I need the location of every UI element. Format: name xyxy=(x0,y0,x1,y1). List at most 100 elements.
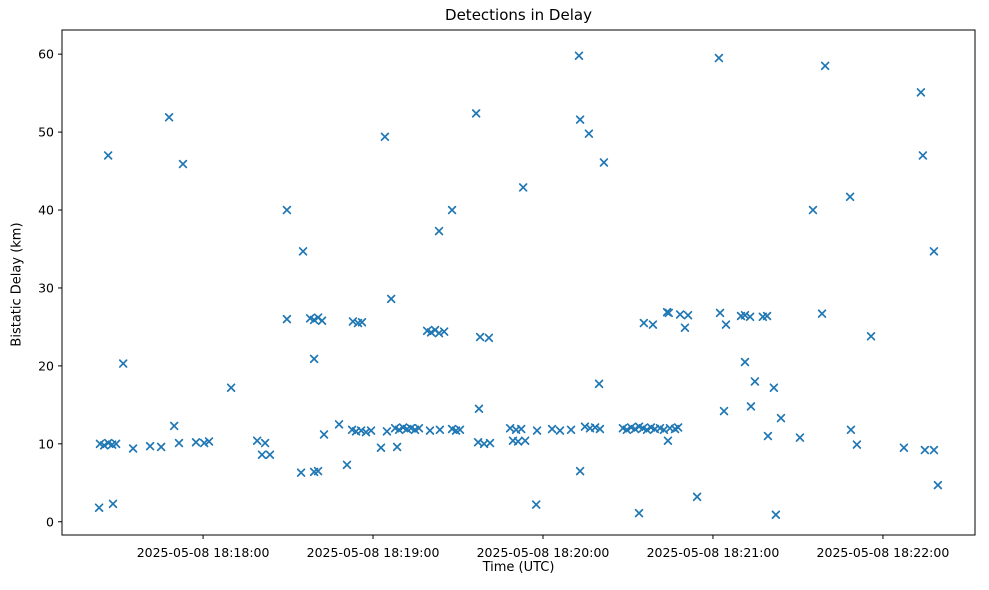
data-point-marker xyxy=(95,439,105,449)
data-point-marker xyxy=(317,316,327,325)
data-point-marker xyxy=(426,328,436,337)
data-point-marker xyxy=(414,423,424,433)
data-point-marker xyxy=(663,436,673,445)
data-point-marker xyxy=(820,61,830,71)
data-point-marker xyxy=(118,359,128,368)
data-point-marker xyxy=(475,332,485,342)
data-point-marker xyxy=(282,314,292,324)
data-point-marker xyxy=(721,320,731,329)
data-point-marker xyxy=(520,436,530,445)
data-point-marker xyxy=(594,379,604,389)
data-point-marker xyxy=(866,332,876,341)
data-point-marker xyxy=(740,357,750,367)
data-point-marker xyxy=(156,442,166,452)
data-point-marker xyxy=(516,424,526,434)
data-point-marker xyxy=(309,354,319,364)
data-point-marker xyxy=(425,426,435,435)
data-point-marker xyxy=(746,402,756,411)
data-point-marker xyxy=(394,425,404,435)
data-point-marker xyxy=(692,492,702,502)
data-point-marker xyxy=(846,425,856,435)
data-point-marker xyxy=(634,508,644,518)
data-point-marker xyxy=(226,383,236,392)
data-point-marker xyxy=(309,315,319,325)
data-point-marker xyxy=(319,430,329,439)
data-point-marker xyxy=(392,442,402,452)
data-point-marker xyxy=(455,425,465,435)
data-point-marker xyxy=(386,294,396,304)
data-point-marker xyxy=(575,466,585,476)
data-point-marker xyxy=(630,424,640,434)
plot-box xyxy=(61,29,976,536)
data-point-marker xyxy=(714,53,724,63)
data-point-marker xyxy=(103,151,113,160)
data-point-marker xyxy=(435,425,445,435)
y-tick-label: 20 xyxy=(38,358,54,373)
data-point-marker xyxy=(531,500,541,509)
data-point-marker xyxy=(683,310,693,320)
x-axis-label: Time (UTC) xyxy=(482,560,555,575)
data-point-marker xyxy=(929,445,939,455)
data-point-marker xyxy=(174,438,184,448)
data-point-marker xyxy=(648,320,658,329)
data-point-marker xyxy=(599,158,609,167)
data-point-marker xyxy=(356,426,366,435)
data-point-marker xyxy=(313,466,323,476)
data-point-marker xyxy=(673,423,683,432)
data-point-marker xyxy=(128,444,138,453)
data-point-marker xyxy=(518,183,528,192)
data-point-marker xyxy=(164,113,174,122)
x-tick-label: 2025-05-08 18:18:00 xyxy=(137,545,270,560)
data-point-marker xyxy=(584,129,594,138)
data-point-marker xyxy=(532,426,542,435)
data-point-marker xyxy=(769,383,779,392)
y-tick-label: 30 xyxy=(38,280,54,295)
data-point-marker xyxy=(257,450,267,459)
data-point-marker xyxy=(366,426,376,435)
data-point-marker xyxy=(675,310,685,319)
data-point-marker xyxy=(191,438,201,447)
data-point-marker xyxy=(776,413,786,423)
data-point-marker xyxy=(169,421,179,431)
data-point-marker xyxy=(664,308,674,318)
x-tick-label: 2025-05-08 18:21:00 xyxy=(647,545,780,560)
data-point-marker xyxy=(547,424,557,434)
data-point-marker xyxy=(434,226,444,236)
data-point-marker xyxy=(296,468,306,477)
data-point-marker xyxy=(933,480,943,490)
data-point-marker xyxy=(471,109,481,118)
data-point-marker xyxy=(575,115,585,124)
data-point-marker xyxy=(108,499,118,509)
data-point-marker xyxy=(899,443,909,452)
data-point-marker xyxy=(199,438,209,448)
data-point-marker xyxy=(750,377,760,386)
data-point-marker xyxy=(771,510,781,519)
data-point-marker xyxy=(485,438,495,448)
data-point-marker xyxy=(845,192,855,202)
data-point-marker xyxy=(918,151,928,160)
data-point-marker xyxy=(680,323,690,332)
data-point-marker xyxy=(447,205,457,215)
data-point-marker xyxy=(590,423,600,432)
data-point-marker xyxy=(574,51,584,60)
data-point-marker xyxy=(99,441,109,450)
x-tick-label: 2025-05-08 18:20:00 xyxy=(477,545,610,560)
data-point-marker xyxy=(852,440,862,449)
data-point-marker xyxy=(111,439,121,449)
x-tick-label: 2025-05-08 18:19:00 xyxy=(307,545,440,560)
y-tick-label: 40 xyxy=(38,203,54,218)
data-point-marker xyxy=(334,420,344,429)
y-tick-label: 10 xyxy=(38,436,54,451)
chart-title: Detections in Delay xyxy=(445,6,592,24)
data-point-marker xyxy=(439,327,449,336)
data-point-marker xyxy=(178,159,188,169)
data-point-marker xyxy=(94,503,104,512)
data-point-marker xyxy=(513,437,523,446)
data-point-marker xyxy=(639,318,649,328)
data-point-marker xyxy=(763,431,773,441)
data-point-marker xyxy=(252,436,262,445)
data-point-marker xyxy=(916,88,926,97)
data-point-marker xyxy=(380,132,390,142)
data-point-marker xyxy=(555,426,565,435)
